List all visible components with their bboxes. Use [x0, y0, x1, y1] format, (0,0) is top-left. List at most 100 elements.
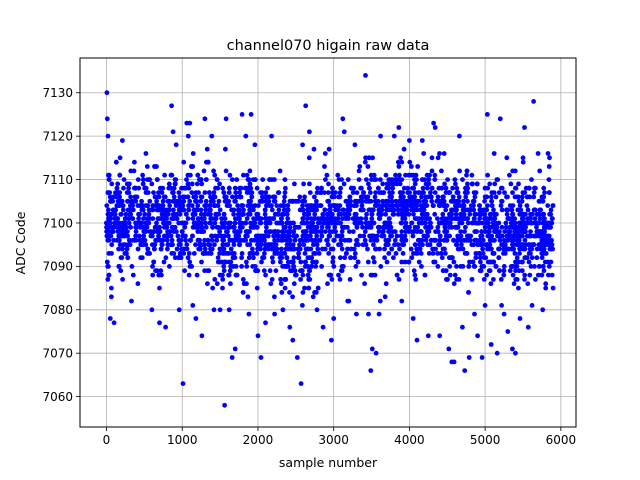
data-point [106, 177, 112, 183]
data-point-outlier [329, 337, 334, 343]
data-point [400, 216, 406, 222]
data-point [227, 172, 233, 178]
data-point [217, 259, 223, 265]
data-point [239, 203, 245, 209]
data-point [275, 233, 280, 239]
data-point [512, 251, 518, 256]
data-point-outlier [510, 346, 515, 352]
data-point [529, 177, 534, 183]
data-point [395, 159, 401, 165]
data-point [507, 233, 513, 239]
data-point [546, 177, 552, 183]
data-point [353, 216, 359, 222]
data-point [315, 285, 321, 291]
data-point-outlier [437, 333, 443, 339]
data-point [416, 246, 422, 252]
data-point [333, 220, 338, 226]
data-point [193, 190, 199, 196]
data-point [450, 185, 455, 191]
data-point [272, 294, 277, 300]
data-point [496, 233, 501, 239]
data-point [219, 224, 225, 230]
data-point-outlier [300, 142, 305, 148]
data-point [366, 155, 372, 161]
data-point-outlier [432, 125, 438, 130]
data-point [516, 181, 521, 187]
data-point [528, 229, 533, 235]
data-point [144, 203, 150, 209]
data-point [353, 264, 359, 269]
data-point [314, 233, 320, 239]
data-point [395, 207, 401, 213]
data-point [423, 224, 428, 230]
data-point-outlier [180, 381, 186, 386]
data-point [447, 211, 453, 217]
data-point-outlier [211, 307, 217, 313]
data-point [212, 277, 218, 282]
data-point [377, 216, 383, 222]
data-point [540, 264, 546, 269]
data-point [527, 272, 533, 278]
data-point [121, 242, 126, 248]
data-point [135, 281, 141, 287]
data-point [272, 237, 277, 243]
data-point [245, 294, 251, 300]
data-point [449, 255, 455, 261]
data-point [522, 272, 528, 278]
data-point [176, 203, 182, 209]
data-point [478, 211, 484, 217]
data-point [261, 255, 267, 261]
data-point [367, 220, 373, 226]
data-point [297, 194, 303, 200]
data-point [334, 233, 340, 239]
data-point [137, 233, 142, 239]
data-point [482, 229, 488, 235]
data-point [254, 285, 260, 291]
data-point [512, 220, 518, 226]
data-point [546, 190, 552, 196]
data-point [222, 216, 228, 222]
data-point [260, 177, 266, 183]
data-point [467, 211, 473, 217]
data-point [244, 264, 250, 269]
data-point [207, 220, 213, 226]
data-point-outlier [107, 316, 113, 321]
data-point [338, 220, 343, 226]
data-point [195, 224, 201, 230]
data-point [426, 181, 432, 187]
data-point [148, 233, 154, 239]
data-point [265, 185, 270, 191]
data-point [370, 155, 375, 161]
data-point [181, 207, 187, 213]
data-point [309, 255, 314, 261]
data-point [425, 242, 431, 248]
data-point [539, 272, 545, 278]
data-point [525, 281, 531, 287]
data-point [388, 224, 394, 230]
data-point [181, 159, 187, 165]
data-point [285, 216, 291, 222]
data-point [435, 224, 441, 230]
data-point [205, 281, 210, 287]
data-point [172, 211, 178, 217]
data-point [524, 233, 530, 239]
y-axis-label: ADC Code [13, 211, 28, 274]
data-point [197, 177, 202, 183]
data-point [366, 207, 372, 213]
data-point [316, 237, 322, 243]
data-point-outlier [482, 303, 488, 308]
data-point [536, 229, 542, 235]
data-point [330, 216, 335, 222]
data-point-outlier [173, 142, 179, 148]
data-point [514, 255, 520, 261]
data-point [281, 233, 287, 239]
data-point-outlier [287, 324, 293, 330]
data-point [478, 207, 484, 213]
data-point [154, 198, 160, 204]
data-point-outlier [105, 133, 111, 139]
data-point-outlier [185, 133, 191, 139]
data-point [422, 272, 428, 278]
data-point [221, 268, 227, 274]
data-point [223, 168, 229, 174]
data-point [383, 203, 389, 209]
